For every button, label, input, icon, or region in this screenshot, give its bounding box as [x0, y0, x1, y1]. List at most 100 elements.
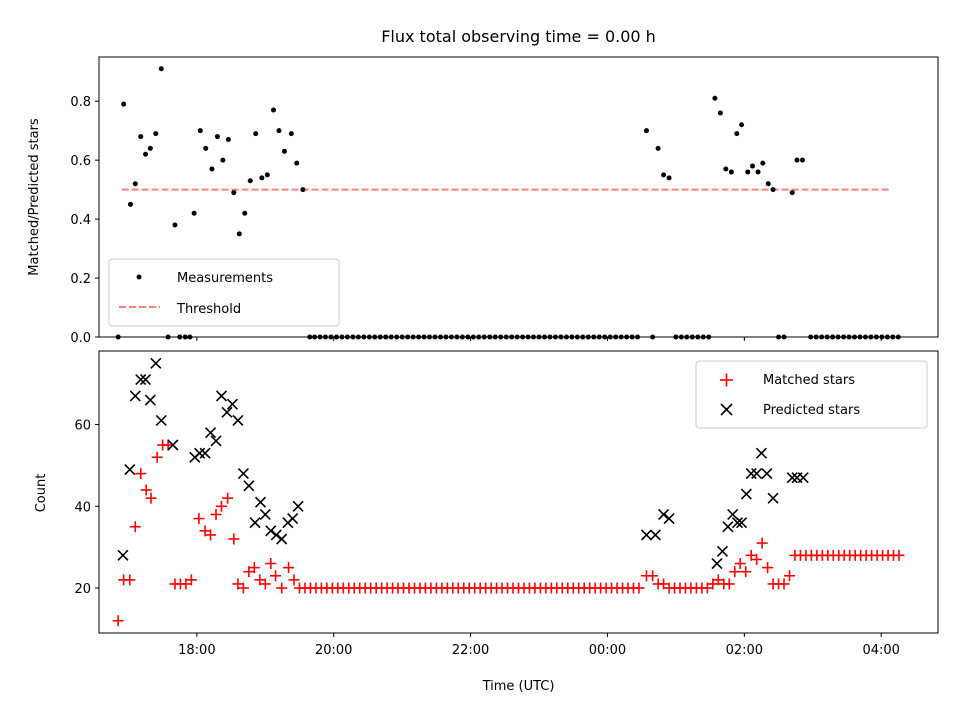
- x-tick-label: 20:00: [315, 643, 352, 658]
- measurement-point: [465, 334, 471, 340]
- predicted-stars-point: [276, 533, 288, 545]
- matched-stars-point: [265, 558, 277, 570]
- measurement-point: [750, 163, 756, 169]
- measurement-point: [531, 334, 537, 340]
- measurement-point: [717, 110, 723, 116]
- measurement-point: [437, 334, 443, 340]
- measurement-point: [890, 334, 896, 340]
- measurement-point: [678, 334, 684, 340]
- predicted-stars-point: [155, 414, 167, 427]
- measurement-point: [214, 134, 220, 140]
- x-tick-label: 04:00: [862, 643, 899, 658]
- measurement-point: [492, 334, 498, 340]
- predicted-stars-point: [254, 496, 267, 508]
- measurement-point: [813, 334, 819, 340]
- matched-stars-point: [734, 558, 746, 570]
- measurement-point: [476, 334, 482, 340]
- measurement-point: [355, 334, 361, 340]
- legend-predicted-label: Predicted stars: [763, 403, 860, 418]
- measurement-point: [536, 334, 542, 340]
- measurement-point: [432, 334, 438, 340]
- measurement-point: [552, 334, 558, 340]
- matched-stars-point: [193, 513, 205, 525]
- bottom-legend: Matched stars Predicted stars: [695, 360, 928, 429]
- measurement-point: [350, 334, 356, 340]
- predicted-stars-point: [210, 435, 222, 447]
- measurement-point: [344, 334, 350, 340]
- matched-stars-point: [129, 521, 141, 533]
- measurement-point: [852, 334, 858, 340]
- top-ytick-label: 0.6: [70, 154, 91, 169]
- predicted-stars-point: [167, 439, 179, 451]
- legend-matched-marker: [720, 373, 733, 387]
- predicted-stars-point: [786, 472, 798, 484]
- bottom-y-axis-label: Count: [34, 474, 49, 513]
- predicted-stars-point: [755, 447, 768, 459]
- measurement-point: [655, 145, 661, 151]
- bottom-ytick-label: 40: [74, 500, 91, 515]
- measurement-point: [281, 148, 287, 154]
- predicted-stars-point: [649, 529, 661, 541]
- x-axis-label: Time (UTC): [482, 679, 555, 694]
- predicted-stars-point: [640, 529, 653, 541]
- top-ytick-label: 0.4: [70, 213, 91, 228]
- measurement-point: [127, 201, 133, 207]
- measurement-point: [209, 166, 215, 172]
- measurement-point: [394, 334, 400, 340]
- legend-measurements-marker: [136, 274, 142, 280]
- x-tick-label: 18:00: [178, 643, 215, 658]
- measurement-point: [650, 334, 656, 340]
- predicted-stars-point: [658, 508, 670, 521]
- measurement-point: [121, 101, 127, 107]
- predicted-stars-point: [139, 374, 152, 386]
- legend-matched-label: Matched stars: [763, 373, 855, 388]
- matched-stars-point: [762, 562, 774, 574]
- matched-stars-point: [270, 570, 282, 582]
- measurement-point: [689, 334, 695, 340]
- measurement-point: [158, 66, 164, 72]
- predicted-stars-point: [232, 414, 244, 427]
- measurement-point: [895, 334, 901, 340]
- predicted-stars-point: [797, 472, 809, 484]
- matched-stars-point: [740, 566, 752, 578]
- predicted-stars-point: [124, 463, 136, 476]
- matched-stars-point: [248, 562, 260, 574]
- measurement-point: [542, 334, 548, 340]
- measurement-point: [629, 334, 635, 340]
- measurement-point: [520, 334, 526, 340]
- bottom-ytick-label: 20: [74, 582, 91, 597]
- predicted-stars-point: [731, 517, 744, 529]
- measurement-point: [259, 175, 265, 181]
- measurement-point: [247, 178, 253, 184]
- measurement-point: [388, 334, 394, 340]
- measurement-point: [884, 334, 890, 340]
- measurement-point: [454, 334, 460, 340]
- measurement-point: [789, 190, 795, 196]
- measurement-point: [760, 160, 766, 166]
- top-ytick-label: 0.0: [70, 331, 91, 346]
- measurement-point: [323, 334, 329, 340]
- bottom-ytick-label: 60: [74, 419, 91, 434]
- measurement-point: [264, 172, 270, 178]
- matched-stars-point: [210, 508, 222, 520]
- measurement-point: [231, 190, 237, 196]
- measurement-point: [481, 334, 487, 340]
- x-tick-label: 00:00: [589, 643, 626, 658]
- measurement-point: [271, 107, 277, 113]
- top-ytick-label: 0.2: [70, 272, 91, 287]
- measurement-point: [618, 334, 624, 340]
- measurement-point: [236, 231, 242, 237]
- x-tick-label: 22:00: [452, 643, 489, 658]
- measurement-point: [857, 334, 863, 340]
- measurement-point: [558, 334, 564, 340]
- top-legend: Measurements Threshold: [108, 258, 340, 327]
- measurement-point: [755, 169, 761, 175]
- measurement-point: [294, 160, 300, 166]
- measurement-point: [448, 334, 454, 340]
- measurement-point: [115, 334, 121, 340]
- measurement-point: [143, 151, 149, 157]
- measurement-point: [242, 210, 248, 216]
- measurement-point: [443, 334, 449, 340]
- measurement-point: [841, 334, 847, 340]
